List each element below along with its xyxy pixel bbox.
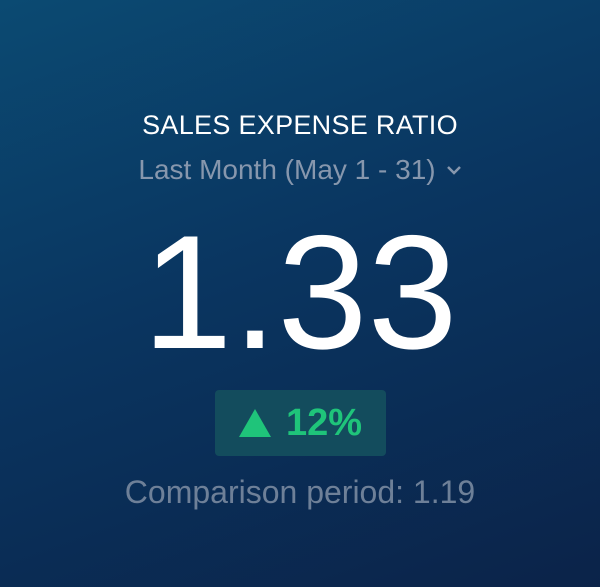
period-label[interactable]: Last Month (May 1 - 31) <box>138 154 436 185</box>
comparison-text: Comparison period: 1.19 <box>124 474 476 510</box>
change-badge: 12% <box>214 390 386 456</box>
dropdown-chevron[interactable] <box>446 164 462 176</box>
period-selector[interactable]: Last Month (May 1 - 31) <box>0 154 600 186</box>
kpi-value: 1.33 <box>142 202 458 383</box>
widget-title: SALES EXPENSE RATIO <box>142 110 458 140</box>
up-arrow <box>238 409 271 437</box>
change-value: 12% <box>285 401 363 444</box>
change-badge-row: 12% <box>0 390 600 456</box>
